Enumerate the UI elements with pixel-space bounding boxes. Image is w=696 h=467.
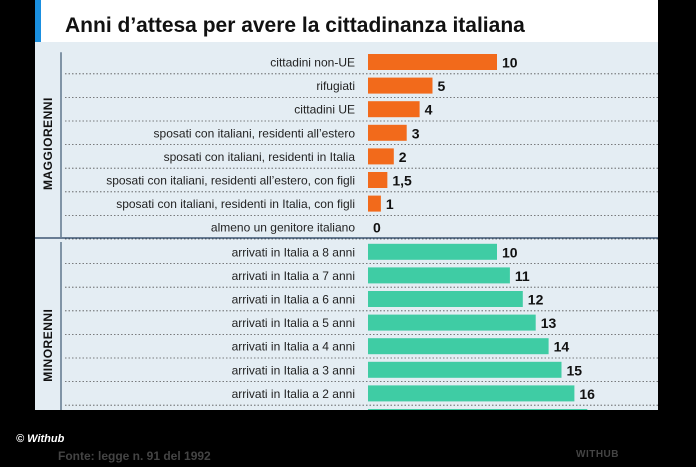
value-label: 11 xyxy=(515,268,530,284)
value-label: 10 xyxy=(502,244,518,260)
bar xyxy=(368,195,381,212)
category-label: arrivati in Italia a 3 anni xyxy=(232,363,355,377)
category-label: arrivati in Italia a 5 anni xyxy=(232,316,355,330)
value-label: 4 xyxy=(425,102,433,118)
value-label: 14 xyxy=(554,339,570,355)
bar xyxy=(368,267,510,284)
value-label: 0 xyxy=(373,220,381,236)
bar xyxy=(368,385,575,402)
category-label: cittadini UE xyxy=(294,103,355,117)
value-label: 3 xyxy=(412,125,420,141)
bar-chart: MAGGIORENNI cittadini non-UE 10 rifugiati 5 c… xyxy=(35,52,658,453)
bar xyxy=(368,77,433,94)
category-label: cittadini non-UE xyxy=(270,56,355,70)
category-label: arrivati in Italia a 2 anni xyxy=(232,387,355,401)
value-label: 5 xyxy=(438,78,446,94)
bar xyxy=(368,101,420,118)
category-label: almeno un genitore italiano xyxy=(211,221,355,235)
source-note: Fonte: legge n. 91 del 1992 xyxy=(58,449,211,463)
value-label: 10 xyxy=(502,55,518,71)
value-label: 2 xyxy=(399,149,407,165)
footer-strip xyxy=(0,410,696,467)
value-label: 15 xyxy=(567,362,583,378)
bar xyxy=(368,243,497,260)
category-label: sposati con italiani, residenti all’este… xyxy=(106,174,355,188)
bar xyxy=(368,54,497,70)
category-label: rifugiati xyxy=(316,79,355,93)
title-area xyxy=(35,0,658,42)
bar xyxy=(368,338,549,355)
group-label-maggiorenni: MAGGIORENNI xyxy=(41,97,55,190)
category-label: sposati con italiani, residenti in Itali… xyxy=(164,150,356,164)
value-label: 1 xyxy=(386,196,394,212)
category-label: arrivati in Italia a 8 anni xyxy=(232,245,355,259)
bar xyxy=(368,361,562,378)
value-label: 12 xyxy=(528,292,544,308)
bar xyxy=(368,172,388,188)
accent-bar xyxy=(35,0,41,42)
chart-title: Anni d’attesa per avere la cittadinanza … xyxy=(65,14,525,37)
category-label: sposati con italiani, residenti in Itali… xyxy=(116,197,355,211)
bar xyxy=(368,291,523,307)
category-label: arrivati in Italia a 6 anni xyxy=(232,293,355,307)
chart-card: Anni d’attesa per avere la cittadinanza … xyxy=(35,0,658,467)
category-label: sposati con italiani, residenti all’este… xyxy=(154,126,356,140)
bar xyxy=(368,124,407,141)
value-label: 1,5 xyxy=(392,173,412,189)
group-label-minorenni: MINORENNI xyxy=(41,309,55,382)
bar xyxy=(368,314,536,331)
value-label: 13 xyxy=(541,315,557,331)
category-label: arrivati in Italia a 7 anni xyxy=(232,269,355,283)
brand-label: WITHUB xyxy=(576,449,619,460)
value-label: 16 xyxy=(579,386,595,402)
category-label: arrivati in Italia a 4 anni xyxy=(232,340,355,354)
bar xyxy=(368,148,394,165)
copyright-label: © Withub xyxy=(16,433,65,445)
